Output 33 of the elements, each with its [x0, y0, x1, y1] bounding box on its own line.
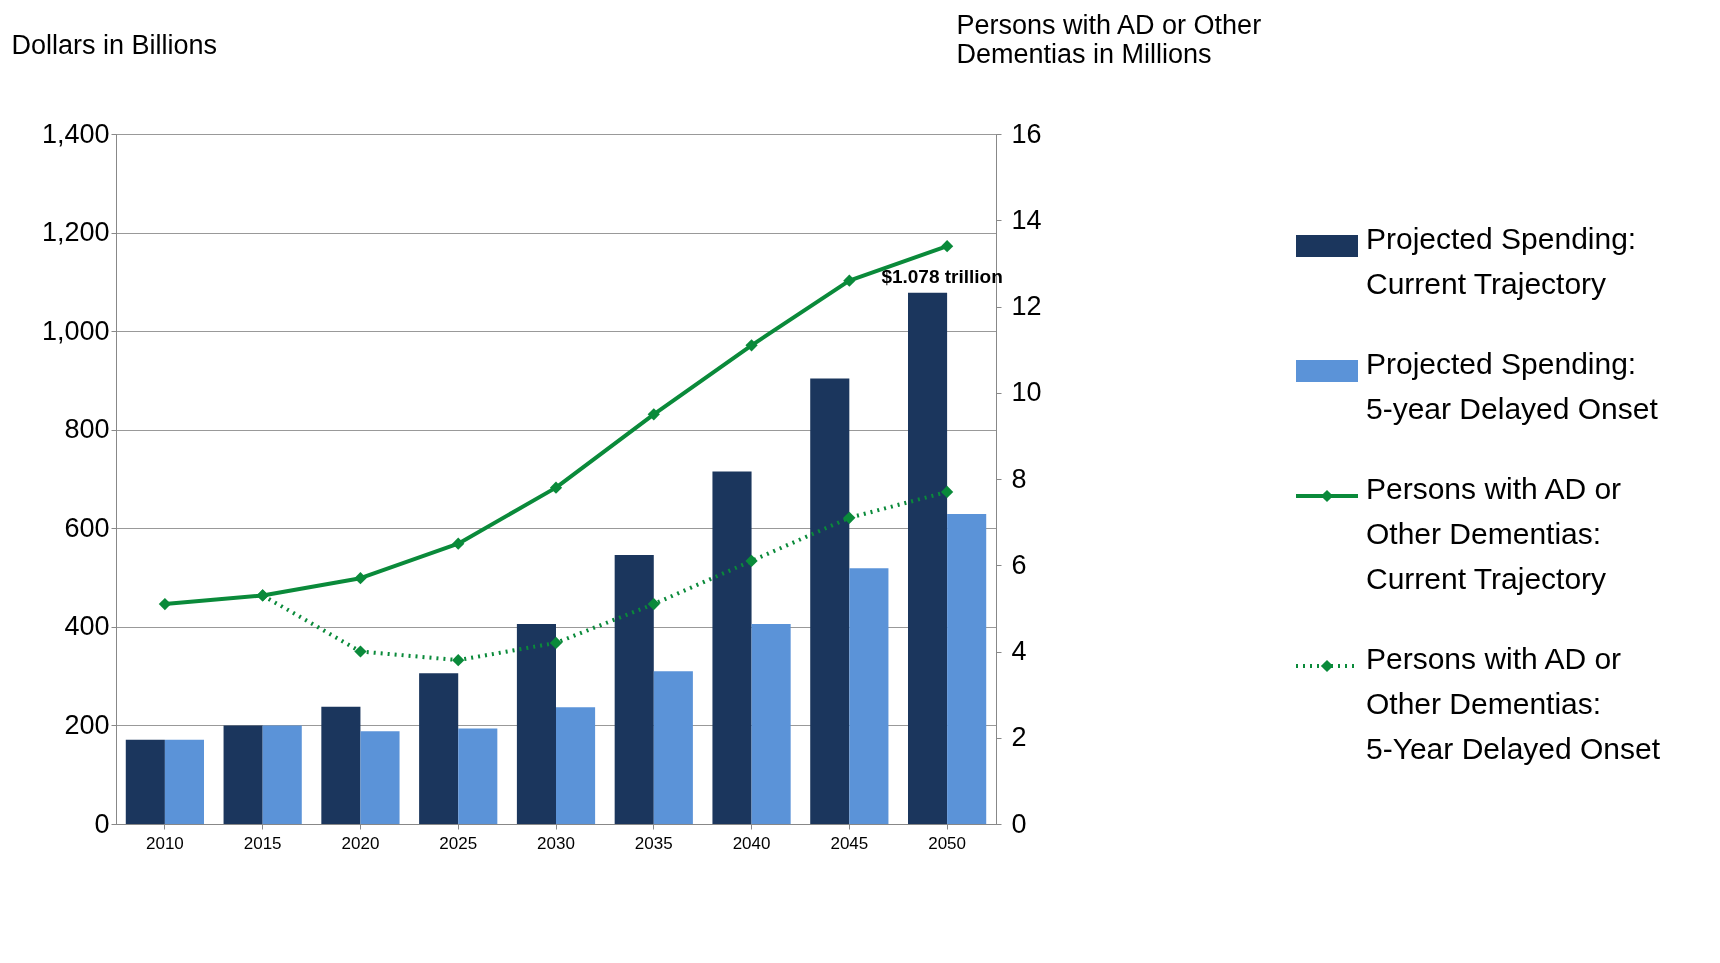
y-tick-label: 600 — [64, 512, 110, 543]
annotation: $1.078 trillion — [881, 265, 1003, 287]
y2-tick-label: 8 — [1011, 463, 1027, 494]
legend-label: Persons with AD or Other Dementias: 5-Year Delayed Onset — [1366, 642, 1661, 765]
x-tick-label: 2030 — [537, 833, 575, 853]
x-tick-label: 2045 — [830, 833, 869, 853]
x-tick-label: 2015 — [243, 833, 282, 853]
y2-tick-label: 10 — [1011, 377, 1042, 408]
y2-tick-label: 0 — [1011, 808, 1027, 839]
x-tick-label: 2010 — [145, 833, 184, 853]
y2-tick-label: 2 — [1011, 722, 1027, 753]
y-tick-label: 200 — [64, 709, 110, 740]
y-tick-label: 1,400 — [41, 118, 110, 149]
y-tick-label: 1,200 — [41, 217, 110, 248]
y-tick-label: 0 — [94, 808, 110, 839]
y-tick-label: 1,000 — [41, 315, 110, 346]
y-tick-label: 400 — [64, 611, 110, 642]
y2-tick-label: 14 — [1011, 204, 1042, 235]
x-tick-label: 2020 — [341, 833, 380, 853]
x-tick-label: 2035 — [634, 833, 673, 853]
legend-label: Persons with AD or Other Dementias: Current Trajectory — [1366, 472, 1622, 595]
x-tick-label: 2050 — [928, 833, 967, 853]
x-tick-label: 2040 — [732, 833, 771, 853]
y2-tick-label: 16 — [1011, 118, 1042, 149]
y2-axis-title: Persons with AD or Other Dementias in Millions — [956, 9, 1262, 69]
y2-tick-label: 4 — [1011, 636, 1027, 666]
y-axis-title: Dollars in Billions — [11, 29, 218, 60]
y2-tick-label: 12 — [1011, 291, 1042, 321]
legend-label: Projected Spending: 5-year Delayed Onset — [1366, 347, 1659, 425]
y-tick-label: 800 — [64, 414, 110, 445]
legend-label: Projected Spending: Current Trajectory — [1366, 222, 1637, 300]
y2-tick-label: 6 — [1011, 549, 1027, 580]
x-tick-label: 2025 — [439, 833, 478, 853]
